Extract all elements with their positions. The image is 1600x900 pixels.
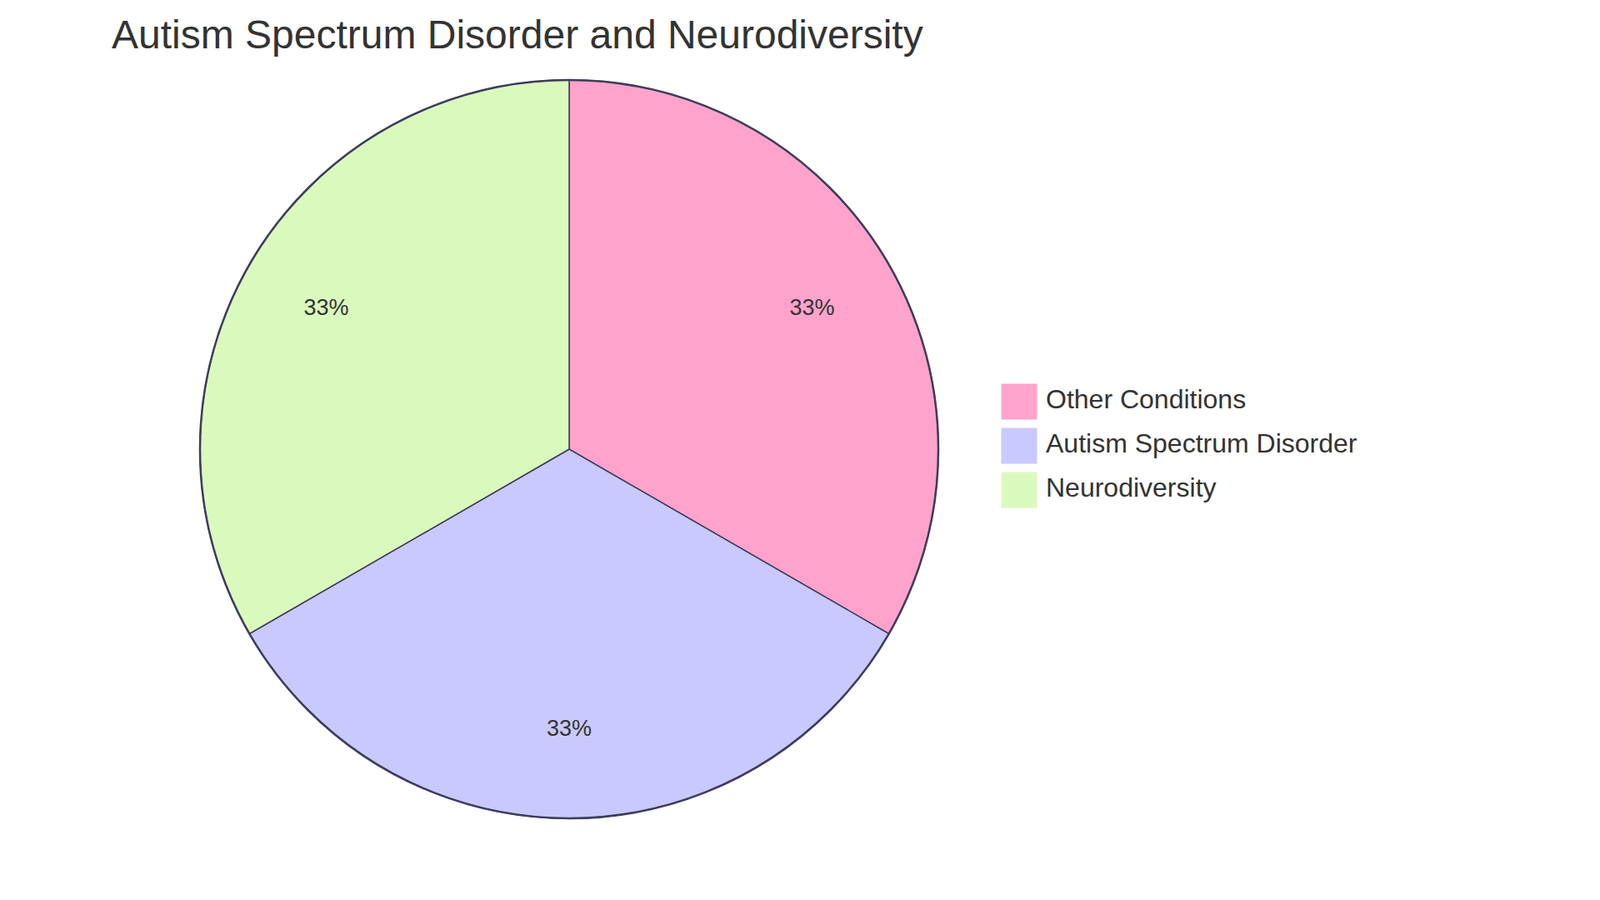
legend-label: Autism Spectrum Disorder (1045, 428, 1358, 459)
data-label: 33% (546, 715, 592, 741)
legend-label: Other Conditions (1045, 384, 1246, 415)
legend-item: Neurodiversity (1000, 471, 1217, 509)
chart: Autism Spectrum Disorder and Neurodivers… (0, 0, 1600, 900)
pie: 33% 33% 33% (200, 80, 939, 819)
legend-item: Autism Spectrum Disorder (1000, 427, 1358, 465)
data-label: 33% (303, 295, 349, 320)
legend-label: Neurodiversity (1045, 472, 1217, 503)
pie-outline (200, 80, 939, 819)
legend-item: Other Conditions (1000, 383, 1246, 420)
pie-slice (200, 80, 570, 635)
legend: Other Conditions Autism Spectrum Disorder… (1000, 383, 1358, 509)
title: Autism Spectrum Disorder and Neurodivers… (111, 12, 924, 57)
legend-swatch (1000, 383, 1038, 420)
legend-swatch (1000, 427, 1038, 465)
legend-swatch (1000, 471, 1038, 509)
data-label: 33% (790, 295, 835, 320)
